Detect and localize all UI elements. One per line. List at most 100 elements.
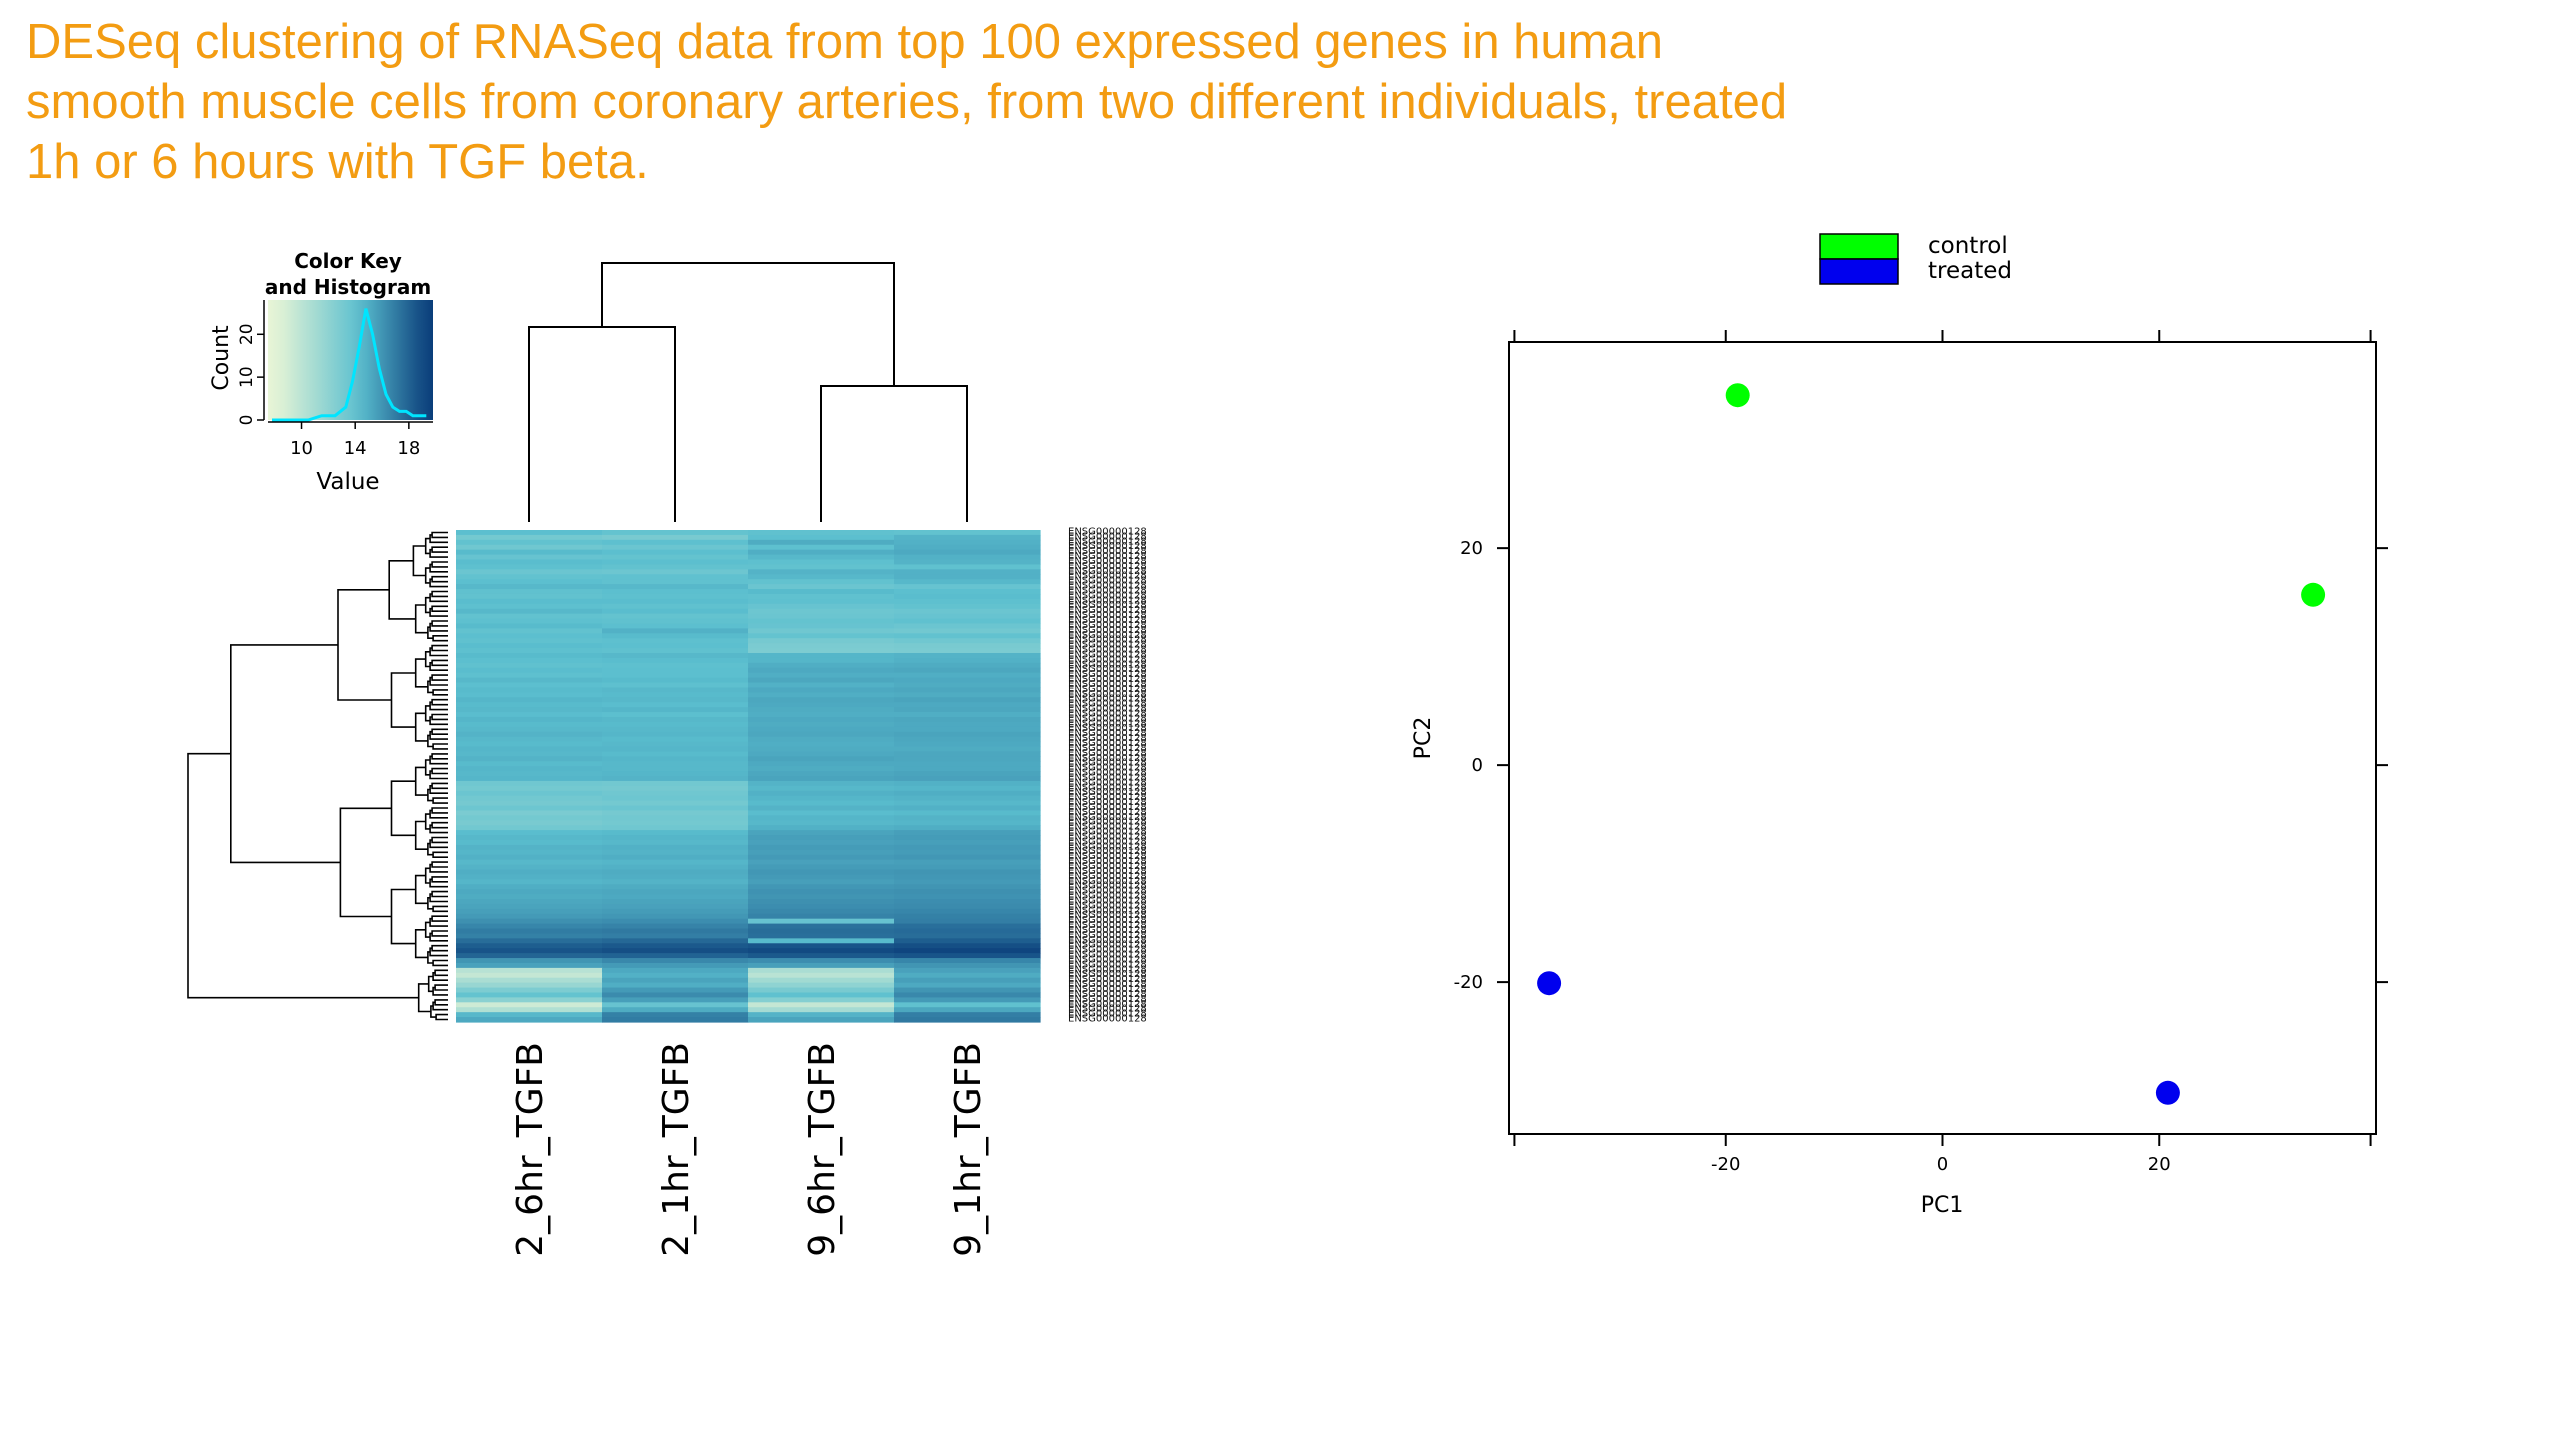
heatmap-row-label: ENSG00000128 [1068, 704, 1147, 715]
heatmap-row-label: ENSG00000128 [1068, 566, 1147, 577]
heatmap-cell [456, 712, 603, 718]
heatmap-cell [602, 697, 749, 703]
heatmap-cell [602, 805, 749, 812]
heatmap-cell [456, 943, 603, 949]
heatmap-cell [894, 1012, 1041, 1018]
heatmap-cell [602, 653, 749, 659]
heatmap-cell [456, 530, 603, 536]
heatmap-cell [748, 608, 895, 615]
heatmap-cell [602, 672, 749, 679]
heatmap-cell [456, 1002, 603, 1008]
heatmap-cell [602, 894, 749, 900]
heatmap-cell [894, 943, 1041, 949]
heatmap-cell [748, 697, 895, 703]
heatmap-cell [748, 593, 895, 600]
heatmap-cell [456, 948, 603, 954]
heatmap-row-label: ENSG00000128 [1068, 984, 1147, 995]
heatmap-row-label: ENSG00000128 [1068, 733, 1147, 744]
heatmap-cell [894, 741, 1041, 748]
heatmap-row-label: ENSG00000128 [1068, 812, 1147, 823]
heatmap-cell [602, 598, 749, 605]
heatmap-cell [456, 879, 603, 885]
heatmap-cell [894, 835, 1041, 841]
heatmap-cell [894, 628, 1041, 634]
heatmap-cell [456, 982, 603, 989]
heatmap-cell [456, 761, 603, 767]
heatmap-cell [894, 958, 1041, 964]
heatmap-cell [456, 830, 603, 836]
heatmap-cell [894, 923, 1041, 930]
heatmap-row-label: ENSG00000128 [1068, 654, 1147, 665]
heatmap-cell [894, 889, 1041, 895]
heatmap-cell [602, 687, 749, 693]
heatmap-cell [456, 987, 603, 994]
heatmap-cell [748, 579, 895, 585]
heatmap-cell [456, 559, 603, 566]
heatmap-cell [894, 997, 1041, 1003]
heatmap-cell [602, 579, 749, 585]
heatmap-cell [748, 589, 895, 595]
heatmap-cell [748, 1012, 895, 1018]
heatmap-row-label: ENSG00000128 [1068, 576, 1147, 587]
heatmap-cell [456, 972, 603, 979]
heatmap-cell [748, 800, 895, 807]
heatmap-cell [602, 962, 749, 969]
heatmap-row-label: ENSG00000128 [1068, 920, 1147, 931]
heatmap-cell [894, 746, 1041, 752]
heatmap-cell [748, 825, 895, 831]
heatmap-cell [748, 672, 895, 679]
heatmap-cell [748, 943, 895, 949]
heatmap-cell [456, 997, 603, 1003]
heatmap-row-label: ENSG00000128 [1068, 915, 1147, 926]
heatmap-cell [748, 815, 895, 821]
heatmap-row-label: ENSG00000128 [1068, 605, 1147, 616]
column-dendrogram [528, 262, 968, 522]
heatmap-cell [748, 962, 895, 969]
heatmap-cell [748, 598, 895, 605]
heatmap-cell [602, 751, 749, 757]
heatmap-cell [602, 977, 749, 984]
heatmap-cell [456, 849, 603, 856]
heatmap-cell [602, 603, 749, 610]
heatmap-row-label: ENSG00000128 [1068, 556, 1147, 567]
heatmap-cell [894, 662, 1041, 669]
heatmap-cell [456, 569, 603, 575]
heatmap-cell [748, 702, 895, 708]
heatmap-cell [602, 889, 749, 895]
heatmap-cell [456, 776, 603, 782]
row-dendrogram-branch [431, 531, 448, 539]
pca-point-control [1725, 383, 1750, 408]
row-dendrogram-branch [431, 876, 448, 883]
row-dendrogram-branch [339, 807, 392, 918]
pca-xlabel: PC1 [1921, 1193, 1964, 1218]
heatmap-cell [456, 564, 603, 570]
heatmap-cell [748, 662, 895, 669]
heatmap-cell [602, 766, 749, 772]
heatmap-cell [894, 667, 1041, 674]
heatmap-cell [602, 928, 749, 935]
heatmap-cell [602, 953, 749, 959]
row-dendrogram-branch [431, 944, 448, 952]
row-dendrogram-branch [337, 589, 392, 701]
row-dendrogram-branch [432, 959, 448, 967]
heatmap-cell [602, 648, 749, 654]
heatmap-cell [456, 544, 603, 551]
heatmap-cell [894, 839, 1041, 846]
heatmap-cell [602, 702, 749, 708]
heatmap-cell [602, 795, 749, 802]
heatmap-row-label: ENSG00000128 [1068, 684, 1147, 695]
heatmap-row-label: ENSG00000128 [1068, 802, 1147, 813]
heatmap-cell [894, 874, 1041, 880]
heatmap-cell [748, 948, 895, 954]
heatmap-cell [456, 903, 603, 910]
heatmap-row-label: ENSG00000128 [1068, 846, 1147, 857]
heatmap-row-label: ENSG00000128 [1068, 856, 1147, 867]
heatmap-row-label: ENSG00000128 [1068, 792, 1147, 803]
row-dendrogram-branch [432, 689, 448, 696]
row-dendrogram-branch [431, 930, 448, 937]
heatmap-cell [894, 810, 1041, 816]
heatmap-cell [456, 884, 603, 890]
heatmap-cell [456, 653, 603, 659]
heatmap-row-label: ENSG00000128 [1068, 1004, 1147, 1015]
heatmap-cell [748, 908, 895, 915]
